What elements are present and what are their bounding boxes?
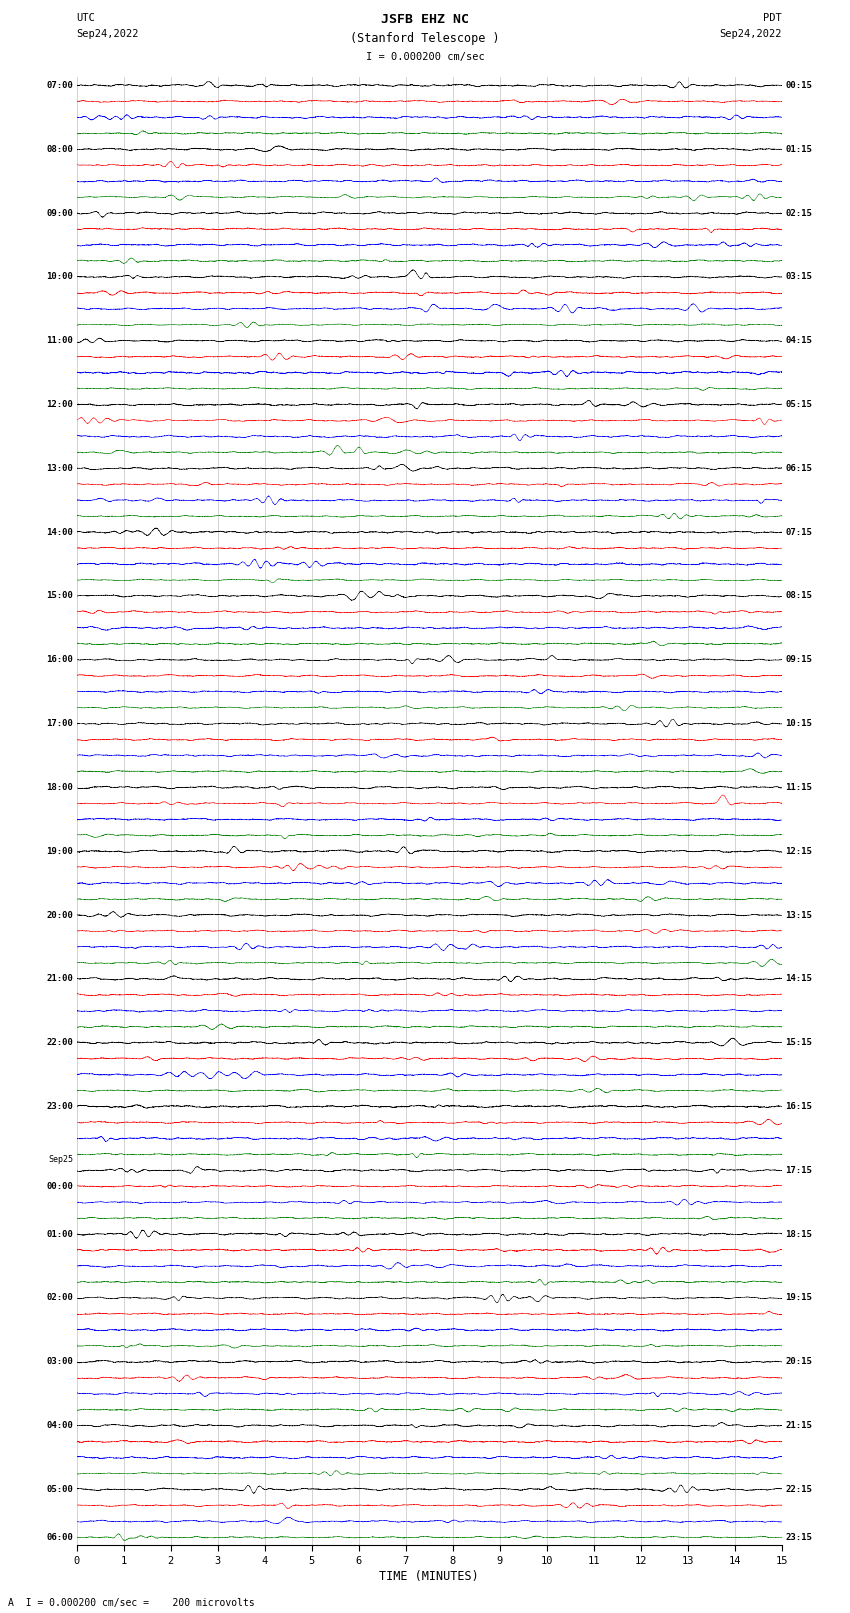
Text: 06:00: 06:00 [46,1532,73,1542]
Text: 05:00: 05:00 [46,1486,73,1494]
Text: 09:00: 09:00 [46,208,73,218]
Text: 19:15: 19:15 [785,1294,813,1302]
Text: 20:00: 20:00 [46,911,73,919]
Text: 10:00: 10:00 [46,273,73,281]
Text: 00:15: 00:15 [785,81,813,90]
Text: Sep24,2022: Sep24,2022 [76,29,139,39]
Text: 21:00: 21:00 [46,974,73,984]
Text: 07:00: 07:00 [46,81,73,90]
Text: 12:15: 12:15 [785,847,813,857]
Text: 02:15: 02:15 [785,208,813,218]
Text: 18:15: 18:15 [785,1229,813,1239]
Text: 09:15: 09:15 [785,655,813,665]
Text: 04:00: 04:00 [46,1421,73,1431]
X-axis label: TIME (MINUTES): TIME (MINUTES) [379,1569,479,1582]
Text: 17:00: 17:00 [46,719,73,727]
Text: 16:15: 16:15 [785,1102,813,1111]
Text: 23:15: 23:15 [785,1532,813,1542]
Text: UTC: UTC [76,13,95,23]
Text: 06:15: 06:15 [785,465,813,473]
Text: 01:15: 01:15 [785,145,813,153]
Text: 19:00: 19:00 [46,847,73,857]
Text: 14:15: 14:15 [785,974,813,984]
Text: 08:00: 08:00 [46,145,73,153]
Text: 10:15: 10:15 [785,719,813,727]
Text: 03:15: 03:15 [785,273,813,281]
Text: (Stanford Telescope ): (Stanford Telescope ) [350,32,500,45]
Text: 15:15: 15:15 [785,1039,813,1047]
Text: 13:00: 13:00 [46,465,73,473]
Text: 05:15: 05:15 [785,400,813,410]
Text: JSFB EHZ NC: JSFB EHZ NC [381,13,469,26]
Text: 14:00: 14:00 [46,527,73,537]
Text: 12:00: 12:00 [46,400,73,410]
Text: 08:15: 08:15 [785,592,813,600]
Text: 03:00: 03:00 [46,1357,73,1366]
Text: 15:00: 15:00 [46,592,73,600]
Text: 00:00: 00:00 [46,1182,73,1190]
Text: 21:15: 21:15 [785,1421,813,1431]
Text: 20:15: 20:15 [785,1357,813,1366]
Text: I = 0.000200 cm/sec: I = 0.000200 cm/sec [366,52,484,61]
Text: 11:00: 11:00 [46,336,73,345]
Text: A  I = 0.000200 cm/sec =    200 microvolts: A I = 0.000200 cm/sec = 200 microvolts [8,1598,255,1608]
Text: 22:15: 22:15 [785,1486,813,1494]
Text: 07:15: 07:15 [785,527,813,537]
Text: PDT: PDT [763,13,782,23]
Text: 18:00: 18:00 [46,782,73,792]
Text: 01:00: 01:00 [46,1229,73,1239]
Text: 17:15: 17:15 [785,1166,813,1174]
Text: 22:00: 22:00 [46,1039,73,1047]
Text: 02:00: 02:00 [46,1294,73,1302]
Text: Sep24,2022: Sep24,2022 [719,29,782,39]
Text: 11:15: 11:15 [785,782,813,792]
Text: 04:15: 04:15 [785,336,813,345]
Text: 13:15: 13:15 [785,911,813,919]
Text: Sep25: Sep25 [48,1155,73,1165]
Text: 23:00: 23:00 [46,1102,73,1111]
Text: 16:00: 16:00 [46,655,73,665]
